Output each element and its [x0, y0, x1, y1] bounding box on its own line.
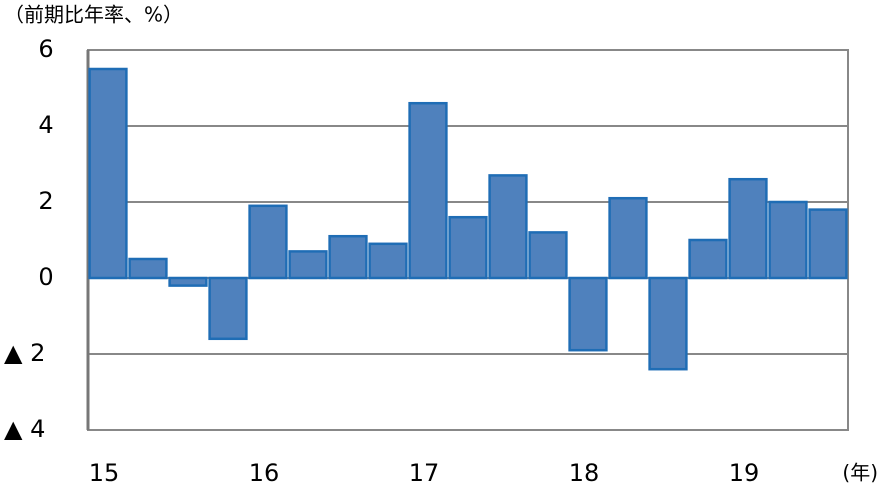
x-axis-label: (年): [842, 461, 878, 485]
bar: [768, 200, 808, 280]
bar: [568, 276, 608, 352]
y-tick-label: 6: [38, 35, 53, 63]
bar: [328, 234, 368, 280]
y-tick-label: ▲ 4: [4, 415, 45, 443]
bar: [248, 204, 288, 280]
y-tick-label: 4: [38, 111, 53, 139]
bar: [608, 196, 648, 280]
bar: [448, 215, 488, 280]
bar: [808, 208, 848, 280]
x-tick-label: 17: [409, 459, 440, 487]
bar: [488, 174, 528, 280]
bar: [408, 101, 448, 280]
bar: [648, 276, 688, 371]
y-tick-label: ▲ 2: [4, 339, 45, 367]
x-tick-label: 19: [729, 459, 760, 487]
bar: [208, 276, 248, 341]
x-tick-label: 18: [569, 459, 600, 487]
chart-title: （前期比年率、%）: [4, 3, 183, 27]
bar: [128, 257, 168, 280]
bar: [368, 242, 408, 280]
bar: [288, 250, 328, 280]
bar: [88, 67, 128, 280]
y-tick-label: 2: [38, 187, 53, 215]
bar: [168, 276, 208, 287]
bar: [688, 238, 728, 280]
x-tick-label: 16: [249, 459, 280, 487]
bar: [528, 231, 568, 280]
bar: [728, 177, 768, 280]
y-tick-label: 0: [38, 263, 53, 291]
x-tick-label: 15: [89, 459, 120, 487]
